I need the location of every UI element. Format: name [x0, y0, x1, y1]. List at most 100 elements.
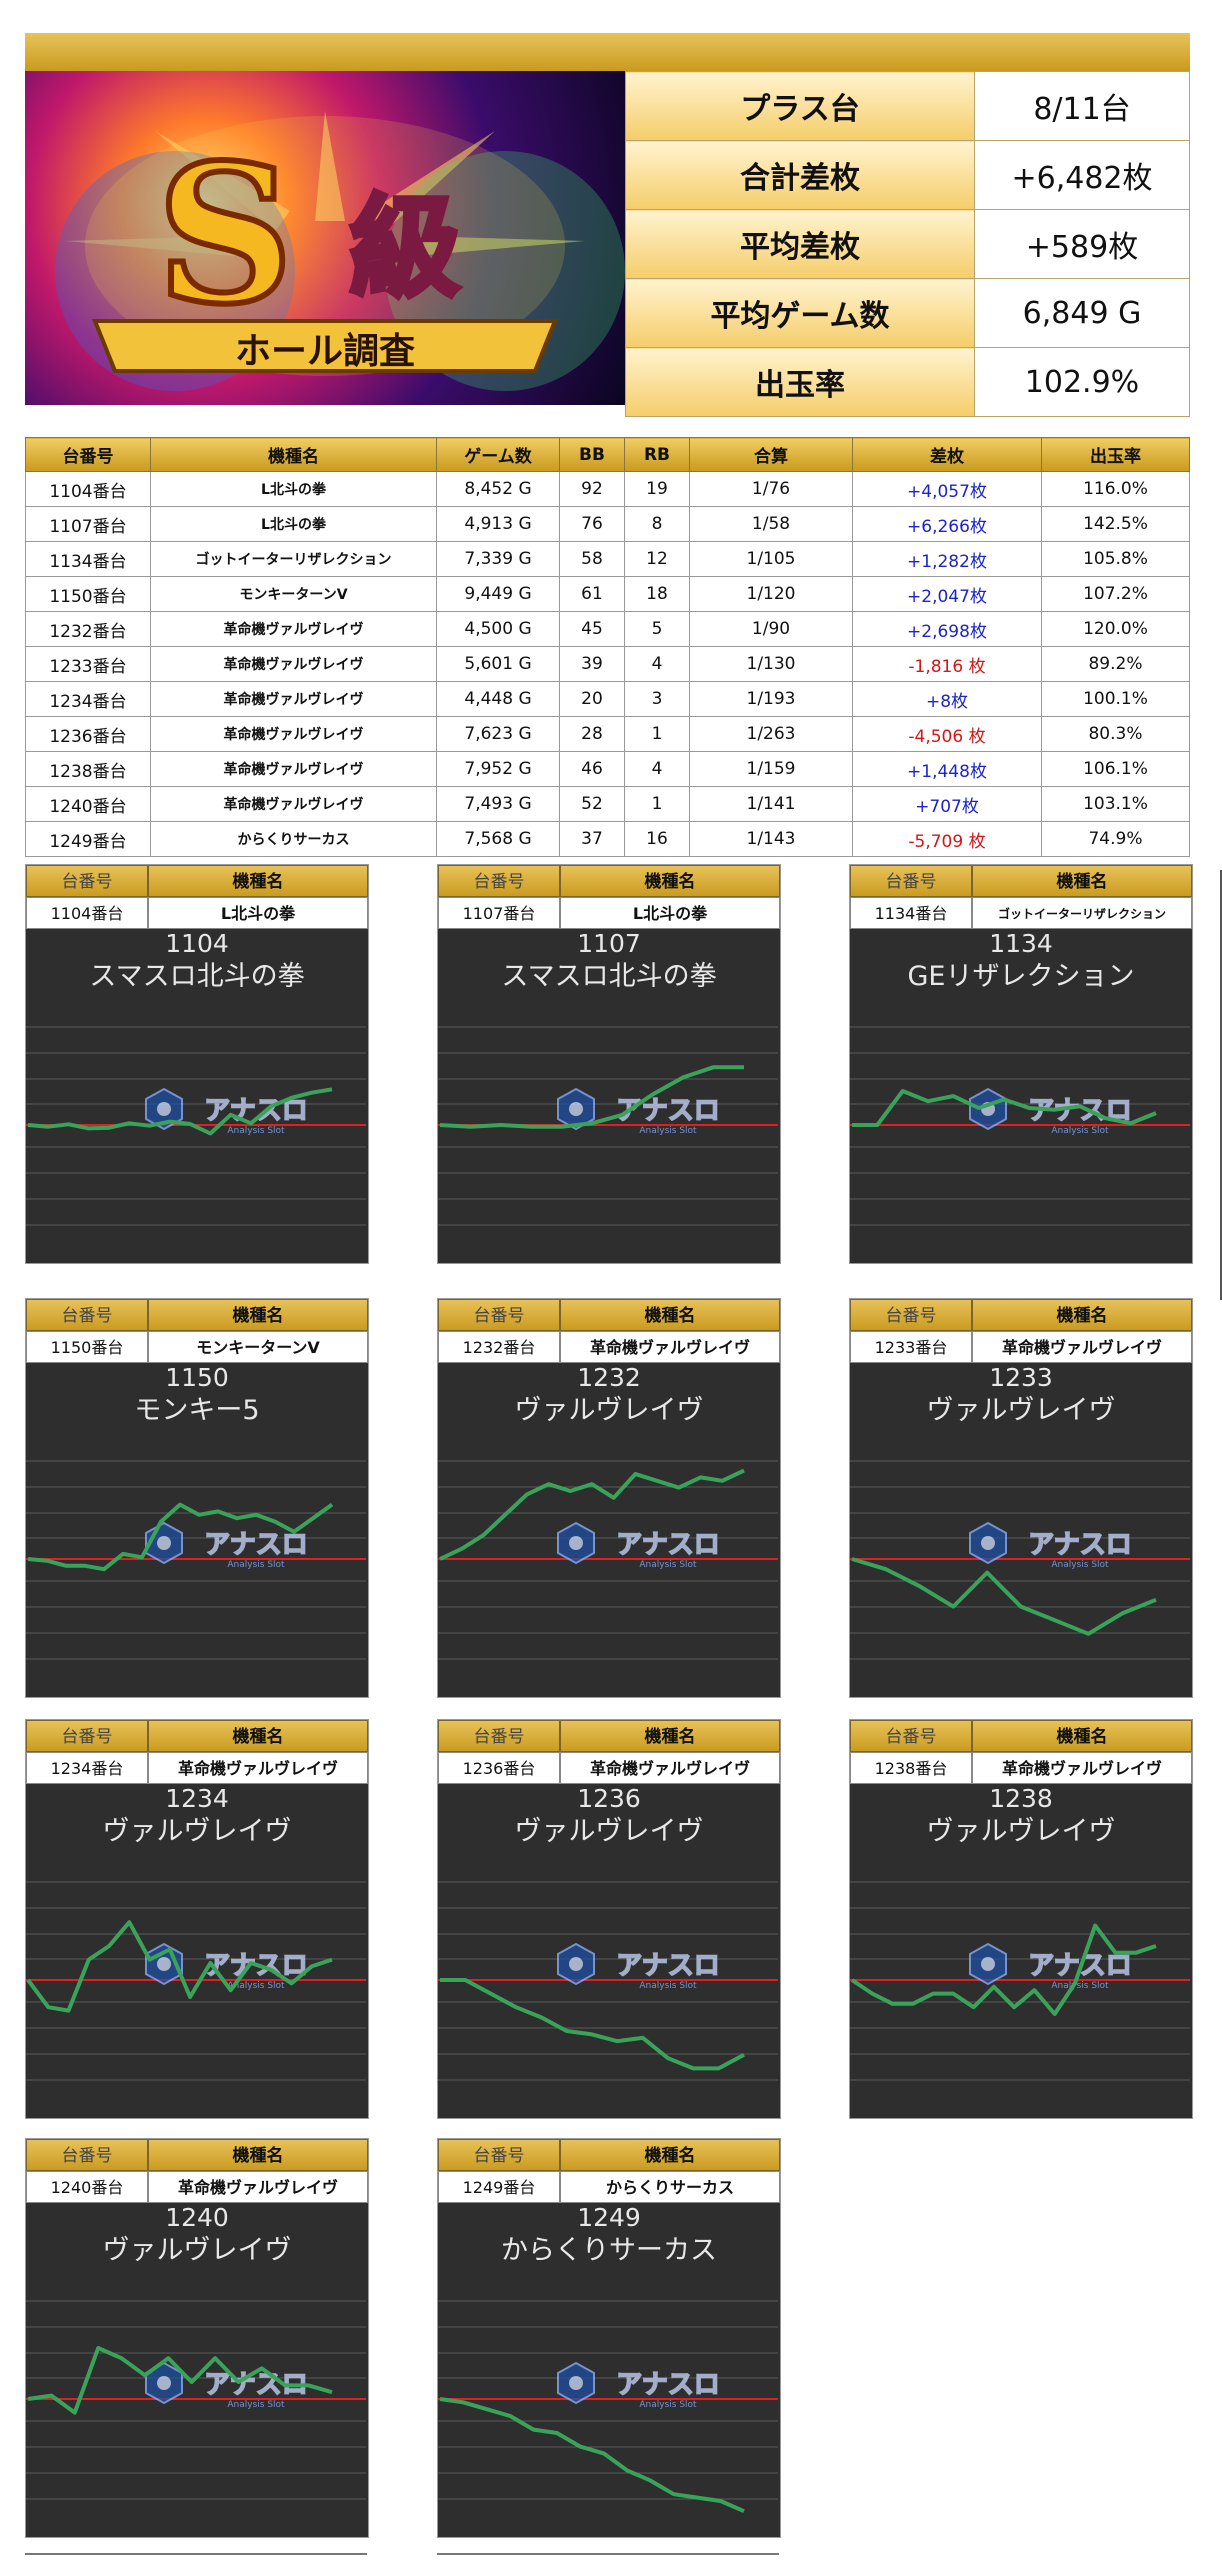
table-cell: モンキーターンV — [150, 576, 437, 612]
table-cell: 4,500 G — [436, 611, 560, 647]
card-model-name: 革命機ヴァルヴレイヴ — [560, 1752, 780, 1784]
table-cell: 4 — [624, 751, 690, 787]
card-header: 台番号 機種名 — [26, 865, 368, 897]
machine-graph-card[interactable]: 台番号 機種名 1236番台 革命機ヴァルヴレイヴ 1236 ヴァルヴレイヴ アナスロ Ana… — [437, 1719, 781, 2119]
card-header: 台番号 機種名 — [438, 865, 780, 897]
graph-machine-number: 1249 — [577, 2203, 641, 2232]
table-cell: 4,913 G — [436, 506, 560, 542]
table-cell: +6,266枚 — [852, 506, 1042, 542]
payout-line — [850, 1923, 1157, 2016]
table-body: 1104番台 L北斗の拳 8,452 G 92 19 1/76 +4,057枚 116.0% 1… — [25, 471, 1190, 857]
graph-title: スマスロ北斗の拳 — [89, 961, 305, 992]
summary-label: 出玉率 — [625, 347, 975, 417]
machine-graph-card[interactable]: 台番号 機種名 1107番台 L北斗の拳 1107 スマスロ北斗の拳 アナスロ Analysi… — [437, 864, 781, 1264]
card-header-model-label: 機種名 — [148, 1720, 368, 1752]
table-cell: 142.5% — [1041, 506, 1190, 542]
table-row: 1240番台 革命機ヴァルヴレイヴ 7,493 G 52 1 1/141 +707枚 103.… — [25, 786, 1190, 822]
watermark-text: アナスロ — [616, 2370, 719, 2400]
table-cell: 1234番台 — [25, 681, 151, 717]
table-cell: 46 — [559, 751, 625, 787]
col-header: BB — [559, 437, 625, 472]
graph-machine-number: 1150 — [165, 1363, 229, 1392]
graph-title: スマスロ北斗の拳 — [501, 961, 717, 992]
table-cell: 1/143 — [689, 821, 853, 857]
machine-graph-card[interactable]: 台番号 機種名 1134番台 ゴットイーターリザレクション 1134 GEリザレクションア… — [849, 864, 1193, 1264]
next-card-stub — [25, 2553, 367, 2555]
payout-line — [851, 1557, 1157, 1636]
table-cell: 1240番台 — [25, 786, 151, 822]
summary-value: 8/11台 — [974, 71, 1190, 141]
logo-letter: S — [156, 123, 293, 346]
card-header-model-label: 機種名 — [972, 1299, 1192, 1331]
graph-title: ヴァルヴレイヴ — [514, 1395, 704, 1426]
machine-graph-card[interactable]: 台番号 機種名 1232番台 革命機ヴァルヴレイヴ 1232 ヴァルヴレイヴ アナスロ Ana… — [437, 1298, 781, 1698]
table-cell: ゴットイーターリザレクション — [150, 541, 437, 577]
watermark-text: アナスロ — [616, 1530, 719, 1560]
s-class-hall-survey-banner: S 級 ホール調査 — [25, 71, 625, 405]
card-info-row: 1233番台 革命機ヴァルヴレイヴ — [850, 1331, 1192, 1363]
summary-label: プラス台 — [625, 71, 975, 141]
payout-line — [439, 1468, 745, 1561]
machine-graph-card[interactable]: 台番号 機種名 1240番台 革命機ヴァルヴレイヴ 1240 ヴァルヴレイヴ アナスロ Ana… — [25, 2138, 369, 2538]
watermark-text: アナスロ — [1028, 1530, 1131, 1560]
table-cell: 1249番台 — [25, 821, 151, 857]
card-machine-number: 1134番台 — [850, 897, 972, 929]
card-info-row: 1236番台 革命機ヴァルヴレイヴ — [438, 1752, 780, 1784]
card-header: 台番号 機種名 — [26, 1299, 368, 1331]
payout-line — [440, 1978, 745, 2071]
table-cell: 7,623 G — [436, 716, 560, 752]
table-cell: 61 — [559, 576, 625, 612]
machine-graph-card[interactable]: 台番号 機種名 1104番台 L北斗の拳 1104 スマスロ北斗の拳 アナスロ Analysi… — [25, 864, 369, 1264]
table-cell: 1134番台 — [25, 541, 151, 577]
watermark-subtext: Analysis Slot — [1051, 1126, 1109, 1136]
table-cell: 1236番台 — [25, 716, 151, 752]
machine-graph-card[interactable]: 台番号 機種名 1249番台 からくりサーカス 1249 からくりサーカス アナスロ Anal… — [437, 2138, 781, 2538]
card-header: 台番号 機種名 — [26, 2139, 368, 2171]
card-header-machine-label: 台番号 — [26, 1720, 148, 1752]
summary-value: 102.9% — [974, 347, 1190, 417]
card-model-name: からくりサーカス — [560, 2171, 780, 2203]
machine-graph-card[interactable]: 台番号 機種名 1150番台 モンキーターンV 1150 モンキー5 アナスロ Analysi… — [25, 1298, 369, 1698]
watermark-text: アナスロ — [1028, 1951, 1131, 1981]
card-info-row: 1107番台 L北斗の拳 — [438, 897, 780, 929]
summary-label: 合計差枚 — [625, 140, 975, 210]
summary-value: +589枚 — [974, 209, 1190, 279]
table-row: 1150番台 モンキーターンV 9,449 G 61 18 1/120 +2,047枚 107… — [25, 576, 1190, 612]
card-header: 台番号 機種名 — [438, 1720, 780, 1752]
graph-title: からくりサーカス — [501, 2235, 717, 2266]
watermark-subtext: Analysis Slot — [639, 1981, 697, 1991]
table-cell: 8,452 G — [436, 471, 560, 507]
col-header: 出玉率 — [1041, 437, 1190, 472]
table-cell: 52 — [559, 786, 625, 822]
table-cell: 7,493 G — [436, 786, 560, 822]
col-header: 機種名 — [150, 437, 437, 472]
machine-graph-card[interactable]: 台番号 機種名 1233番台 革命機ヴァルヴレイヴ 1233 ヴァルヴレイヴ アナスロ Ana… — [849, 1298, 1193, 1698]
graph-title: ヴァルヴレイヴ — [102, 1816, 292, 1847]
card-header-model-label: 機種名 — [560, 1720, 780, 1752]
table-row: 1104番台 L北斗の拳 8,452 G 92 19 1/76 +4,057枚 116.0% — [25, 471, 1190, 507]
table-cell: 1/141 — [689, 786, 853, 822]
card-machine-number: 1238番台 — [850, 1752, 972, 1784]
table-cell: 1 — [624, 716, 690, 752]
card-header-machine-label: 台番号 — [438, 2139, 560, 2171]
table-row: 1232番台 革命機ヴァルヴレイヴ 4,500 G 45 5 1/90 +2,698枚 120… — [25, 611, 1190, 647]
payout-line — [439, 2397, 745, 2514]
table-cell: 7,952 G — [436, 751, 560, 787]
table-cell: +8枚 — [852, 681, 1042, 717]
watermark-subtext: Analysis Slot — [227, 1560, 285, 1570]
table-row: 1134番台 ゴットイーターリザレクション 7,339 G 58 12 1/105 +1,2… — [25, 541, 1190, 577]
table-cell: 5 — [624, 611, 690, 647]
page-edge-line — [1220, 870, 1222, 1300]
table-cell: 1/76 — [689, 471, 853, 507]
table-cell: 1/159 — [689, 751, 853, 787]
machine-graph-card[interactable]: 台番号 機種名 1238番台 革命機ヴァルヴレイヴ 1238 ヴァルヴレイヴ アナスロ Ana… — [849, 1719, 1193, 2119]
card-header-model-label: 機種名 — [148, 865, 368, 897]
machine-graph-card[interactable]: 台番号 機種名 1234番台 革命機ヴァルヴレイヴ 1234 ヴァルヴレイヴ アナスロ Ana… — [25, 1719, 369, 2119]
watermark-subtext: Analysis Slot — [227, 2400, 285, 2410]
table-cell: 革命機ヴァルヴレイヴ — [150, 751, 437, 787]
